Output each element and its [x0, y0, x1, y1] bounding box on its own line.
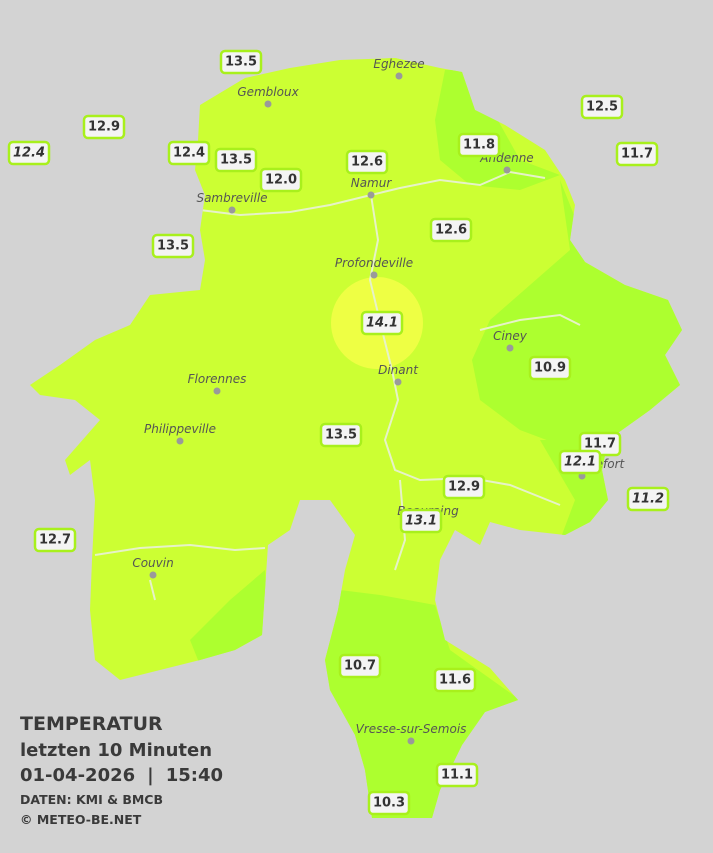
station-value: 10.3 [373, 796, 405, 811]
station-value: 14.1 [366, 316, 398, 331]
legend-copyright: © METEO-BE.NET [20, 812, 142, 827]
station-value: 13.5 [325, 428, 357, 443]
station-box [82, 114, 126, 140]
station-box [151, 233, 195, 259]
station-value: 12.1 [564, 455, 596, 470]
city-dot [394, 378, 402, 386]
city-label: Vresse-sur-Semois [356, 722, 467, 736]
legend-datetime: 01-04-2026 | 15:40 [20, 765, 223, 786]
station-box [433, 667, 477, 693]
city-label: Dinant [378, 363, 419, 377]
station-value: 12.4 [173, 146, 205, 161]
station-value: 12.9 [448, 480, 480, 495]
city-label: Sambreville [196, 191, 267, 205]
station-value: 11.2 [632, 492, 664, 507]
station-box [457, 132, 501, 158]
station-box [528, 355, 572, 381]
city-label: Couvin [132, 556, 173, 570]
station-box [399, 508, 443, 534]
station-value: 10.9 [534, 361, 566, 376]
city-dot [503, 166, 511, 174]
station-box [558, 449, 602, 475]
city-dot [228, 206, 236, 214]
station-value: 13.5 [225, 55, 257, 70]
station-value: 12.5 [586, 100, 618, 115]
city-label: Gembloux [237, 85, 299, 99]
zone-green [435, 70, 560, 190]
legend: TEMPERATUR letzten 10 Minuten 01-04-2026… [20, 713, 223, 827]
city-label: Eghezee [373, 57, 424, 71]
station-value: 12.0 [265, 173, 297, 188]
city-label: Ciney [493, 329, 528, 343]
station-box [367, 790, 411, 816]
city-label: Philippeville [144, 422, 216, 436]
station-box [345, 149, 389, 175]
legend-source: DATEN: KMI & BMCB [20, 792, 163, 807]
station-box [7, 140, 51, 166]
station-box [33, 527, 77, 553]
station-box [626, 486, 670, 512]
legend-period: letzten 10 Minuten [20, 740, 212, 761]
station-value: 11.6 [439, 673, 471, 688]
city-dot [506, 344, 514, 352]
city-dot [149, 571, 157, 579]
station-box [219, 49, 263, 75]
station-box [338, 653, 382, 679]
city-dot [367, 191, 375, 199]
station-value: 12.6 [351, 155, 383, 170]
station-value: 10.7 [344, 659, 376, 674]
station-value: 11.1 [441, 768, 473, 783]
station-value: 11.7 [621, 147, 653, 162]
station-value: 13.1 [405, 514, 437, 529]
station-box [214, 147, 258, 173]
city-dot [264, 100, 272, 108]
station-box [319, 422, 363, 448]
station-value: 12.6 [435, 223, 467, 238]
zone-green [190, 570, 270, 665]
zone-green [320, 590, 520, 818]
legend-date: 01-04-2026 [20, 765, 135, 786]
river [94, 170, 581, 601]
station-box [259, 167, 303, 193]
station-value: 12.9 [88, 120, 120, 135]
legend-separator: | [147, 765, 154, 786]
station-box [167, 140, 211, 166]
city-dot [176, 437, 184, 445]
station-box [615, 141, 659, 167]
city-label: Profondeville [335, 256, 413, 270]
station-value: 13.5 [220, 153, 252, 168]
station-box [435, 762, 479, 788]
zone-green [472, 180, 682, 445]
stations: 13.5 12.9 12.4 12.4 13.5 12.0 12.6 11.8 12.5 11.7… [7, 49, 670, 816]
city-label: Namur [351, 176, 393, 190]
legend-title: TEMPERATUR [20, 713, 163, 735]
station-box [360, 310, 404, 336]
station-box [442, 474, 486, 500]
station-value: 11.7 [584, 437, 616, 452]
city-label: Florennes [188, 372, 247, 386]
city-dot [395, 72, 403, 80]
city-dot [370, 271, 378, 279]
station-value: 13.5 [157, 239, 189, 254]
station-value: 12.4 [13, 146, 45, 161]
legend-time: 15:40 [166, 765, 223, 786]
station-box [429, 217, 473, 243]
station-value: 12.7 [39, 533, 71, 548]
station-box [580, 94, 624, 120]
city-dot [407, 737, 415, 745]
station-value: 11.8 [463, 138, 495, 153]
city-dot [213, 387, 221, 395]
